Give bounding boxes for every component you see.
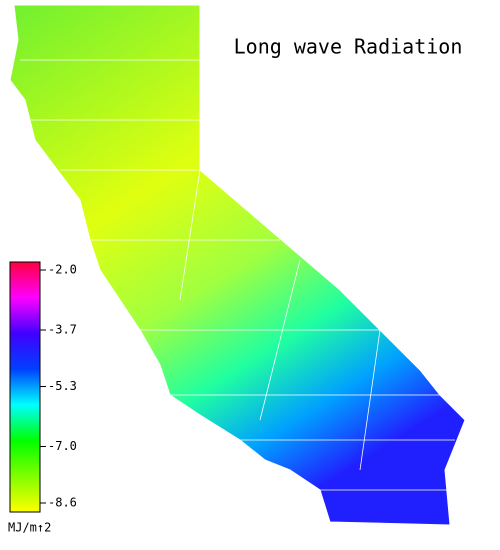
map-title: Long wave Radiation: [234, 35, 463, 59]
colorbar: [9, 261, 41, 513]
colorbar-tick-label: -3.7: [48, 323, 77, 337]
colorbar-tick-label: -8.6: [48, 496, 77, 510]
colorbar-unit: MJ/m↑2: [8, 521, 51, 535]
colorbar-tick-label: -2.0: [48, 263, 77, 277]
california-map: [9, 4, 466, 526]
county-lines: [20, 59, 455, 491]
colorbar-tick-label: -5.3: [48, 379, 77, 393]
colorbar-tick-label: -7.0: [48, 439, 77, 453]
